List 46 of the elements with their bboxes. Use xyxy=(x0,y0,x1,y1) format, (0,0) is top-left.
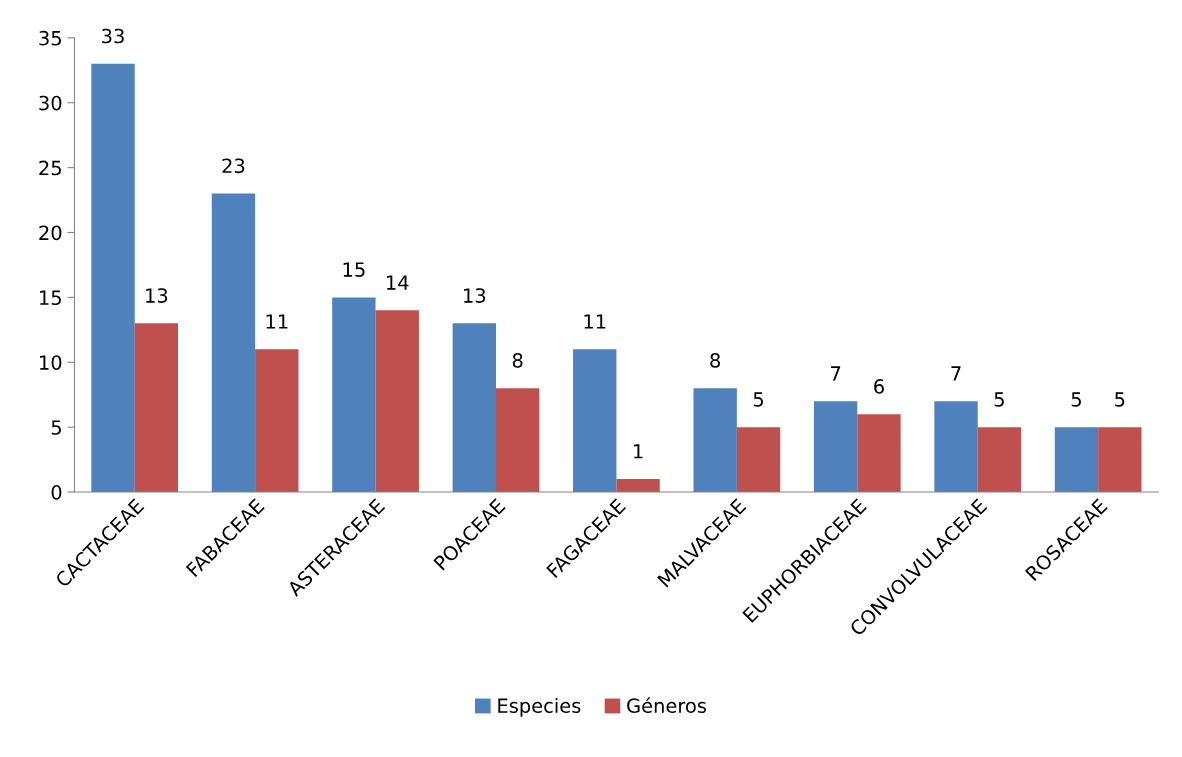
bar xyxy=(693,388,737,493)
data-label: 8 xyxy=(710,353,721,368)
data-label: 33 xyxy=(102,28,124,44)
bar xyxy=(134,323,179,493)
y-tick-label: 30 xyxy=(39,95,62,111)
legend-label: Especies xyxy=(498,697,581,717)
bar xyxy=(495,388,540,493)
bar xyxy=(452,323,496,493)
y-tick-label: 20 xyxy=(39,225,62,241)
data-label: 14 xyxy=(386,275,409,290)
data-label: 7 xyxy=(951,366,961,381)
bar xyxy=(332,297,376,493)
data-label: 23 xyxy=(222,158,245,174)
legend-label: Géneros xyxy=(627,697,707,714)
bar xyxy=(977,427,1022,493)
bar xyxy=(375,310,419,493)
bar xyxy=(1098,427,1142,493)
data-label: 5 xyxy=(1071,392,1081,407)
y-tick-label: 0 xyxy=(51,485,62,500)
bar xyxy=(736,427,781,493)
data-label: 5 xyxy=(1115,392,1125,407)
y-tick-label: 15 xyxy=(40,290,61,306)
data-label: 11 xyxy=(584,314,606,329)
bar xyxy=(91,63,135,493)
data-label: 13 xyxy=(464,288,486,303)
data-label: 8 xyxy=(512,353,523,368)
data-label: 7 xyxy=(831,366,841,381)
data-label: 11 xyxy=(266,314,288,329)
data-label: 5 xyxy=(753,392,764,407)
bar xyxy=(616,479,660,493)
bar xyxy=(211,193,256,493)
bar xyxy=(255,349,299,493)
y-tick-label: 10 xyxy=(40,355,62,370)
data-label: 15 xyxy=(343,262,365,277)
data-label: 5 xyxy=(994,392,1004,407)
bar xyxy=(857,414,901,493)
data-label: 6 xyxy=(874,379,884,394)
data-label: 1 xyxy=(634,444,643,459)
y-tick-label: 35 xyxy=(39,30,61,46)
bar xyxy=(1054,427,1099,493)
data-label: 13 xyxy=(146,288,168,303)
y-tick-label: 25 xyxy=(39,160,61,176)
bar xyxy=(813,401,858,493)
bar xyxy=(934,401,978,493)
bar xyxy=(573,349,617,493)
y-tick-label: 5 xyxy=(51,420,61,435)
